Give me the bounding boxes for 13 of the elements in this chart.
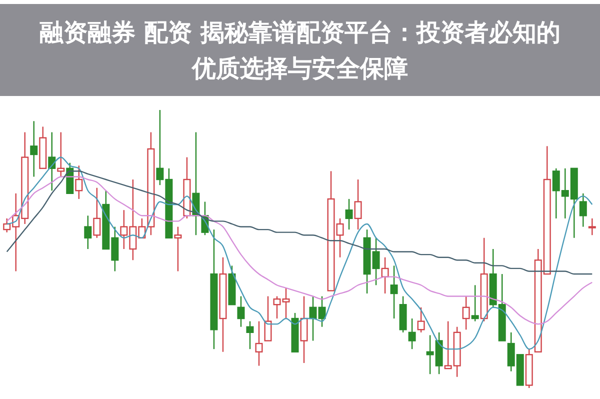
candlestick — [255, 320, 263, 366]
candlestick — [84, 215, 92, 250]
candlestick — [219, 256, 227, 352]
candlestick — [354, 178, 362, 230]
candlestick — [390, 265, 398, 320]
candlestick — [30, 120, 38, 178]
candlestick — [462, 296, 470, 330]
candlestick — [381, 256, 389, 294]
candlestick — [345, 198, 353, 230]
chart-title: 融资融券 配资 揭秘靠谱配资平台：投资者必知的优质选择与安全保障 — [40, 18, 560, 82]
candlestick — [210, 228, 218, 350]
candlestick — [48, 132, 56, 192]
candlestick — [300, 296, 308, 364]
